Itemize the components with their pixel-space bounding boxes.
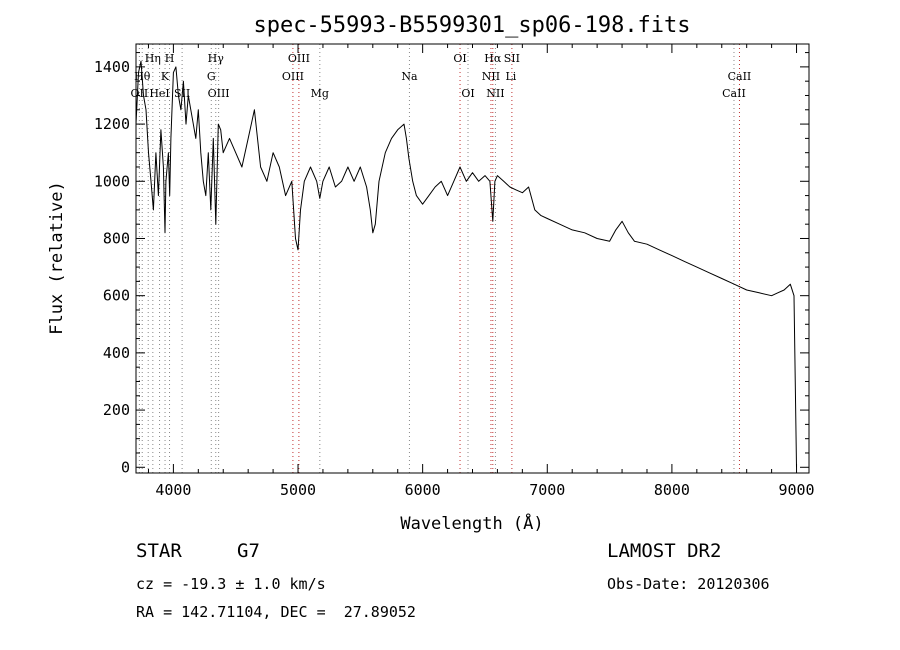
line-label-20: Li: [505, 70, 516, 83]
spectral-line-markers: [138, 44, 740, 473]
axis-ticks: 4000 5000 6000 7000 8000 9000 0 200 400 600 800 100…: [94, 44, 815, 499]
x-tick-label-2: 6000: [405, 481, 441, 499]
x-tick-label-4: 8000: [654, 481, 690, 499]
object-class: STAR: [136, 540, 182, 562]
line-label-18: NII: [486, 87, 504, 100]
redshift-text: cz = -19.3 ± 1.0 km/s: [136, 575, 326, 593]
line-label-13: Na: [401, 70, 418, 83]
y-tick-label-3: 600: [103, 287, 130, 305]
spectrum-layer: [135, 60, 797, 468]
line-label-3: HeI: [149, 87, 169, 100]
coordinates-text: RA = 142.71104, DEC = 27.89052: [136, 603, 416, 621]
x-tick-label-3: 7000: [529, 481, 565, 499]
line-label-14: OI: [453, 52, 466, 65]
y-tick-label-7: 1400: [94, 58, 130, 76]
x-tick-label-5: 9000: [778, 481, 814, 499]
line-label-22: CaII: [722, 87, 746, 100]
line-label-15: OI: [461, 87, 474, 100]
y-tick-label-2: 400: [103, 344, 130, 362]
plot-frame: [135, 43, 810, 474]
y-tick-label-4: 800: [103, 229, 130, 247]
object-subclass: G7: [237, 540, 260, 562]
line-label-10: OIII: [288, 52, 310, 65]
x-axis-label: Wavelength (Å): [400, 512, 543, 534]
line-label-9: OIII: [208, 87, 230, 100]
line-label-11: OIII: [282, 70, 304, 83]
spectrum-line-0: [135, 60, 797, 468]
line-label-17: NII: [482, 70, 500, 83]
survey-name: LAMOST DR2: [607, 540, 722, 562]
y-tick-label-5: 1000: [94, 172, 130, 190]
line-label-4: K: [161, 70, 170, 83]
line-label-16: Hα: [484, 52, 502, 65]
y-axis-label: Flux (relative): [47, 181, 67, 335]
chart-title: spec-55993-B5599301_sp06-198.fits: [253, 13, 690, 38]
spectral-line-labels: OIIHθHηHeIKHSIIHγGOIIIOIIIOIIIMgNaOIOIHα…: [131, 52, 752, 100]
y-tick-label-0: 0: [121, 458, 130, 476]
x-tick-label-0: 4000: [155, 481, 191, 499]
observation-date: Obs-Date: 20120306: [607, 575, 770, 593]
line-label-2: Hη: [145, 52, 161, 65]
y-tick-label-6: 1200: [94, 115, 130, 133]
x-tick-label-1: 5000: [280, 481, 316, 499]
line-label-5: H: [165, 52, 175, 65]
y-tick-label-1: 200: [103, 401, 130, 419]
line-label-7: Hγ: [208, 52, 225, 65]
line-label-8: G: [207, 70, 216, 83]
line-label-0: OII: [131, 87, 149, 100]
line-label-12: Mg: [311, 87, 329, 100]
line-label-19: SII: [504, 52, 520, 65]
line-label-21: CaII: [728, 70, 752, 83]
